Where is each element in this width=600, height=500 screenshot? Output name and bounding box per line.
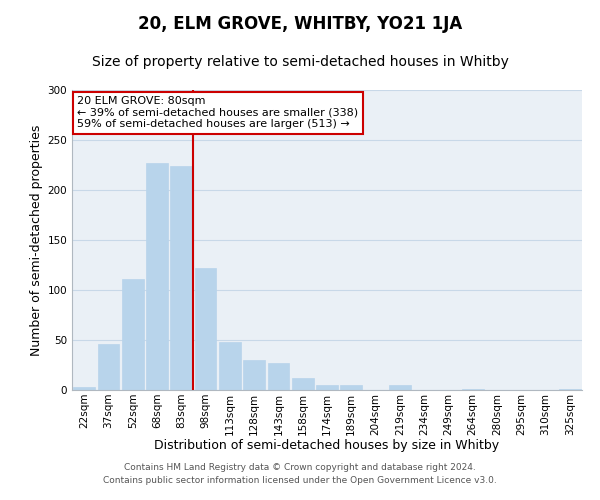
Bar <box>292 378 314 390</box>
Bar <box>219 342 241 390</box>
Text: Contains HM Land Registry data © Crown copyright and database right 2024.
Contai: Contains HM Land Registry data © Crown c… <box>103 464 497 485</box>
Bar <box>462 389 484 390</box>
Text: 20, ELM GROVE, WHITBY, YO21 1JA: 20, ELM GROVE, WHITBY, YO21 1JA <box>138 15 462 33</box>
Bar <box>146 163 168 390</box>
X-axis label: Distribution of semi-detached houses by size in Whitby: Distribution of semi-detached houses by … <box>154 439 500 452</box>
Bar <box>389 385 411 390</box>
Y-axis label: Number of semi-detached properties: Number of semi-detached properties <box>30 124 43 356</box>
Bar <box>97 344 119 390</box>
Bar <box>73 387 95 390</box>
Bar <box>268 363 289 390</box>
Bar <box>340 385 362 390</box>
Bar <box>316 385 338 390</box>
Text: 20 ELM GROVE: 80sqm
← 39% of semi-detached houses are smaller (338)
59% of semi-: 20 ELM GROVE: 80sqm ← 39% of semi-detach… <box>77 96 358 129</box>
Bar <box>170 166 192 390</box>
Bar <box>559 389 581 390</box>
Bar <box>122 279 143 390</box>
Bar <box>243 360 265 390</box>
Text: Size of property relative to semi-detached houses in Whitby: Size of property relative to semi-detach… <box>92 55 508 69</box>
Bar <box>194 268 217 390</box>
